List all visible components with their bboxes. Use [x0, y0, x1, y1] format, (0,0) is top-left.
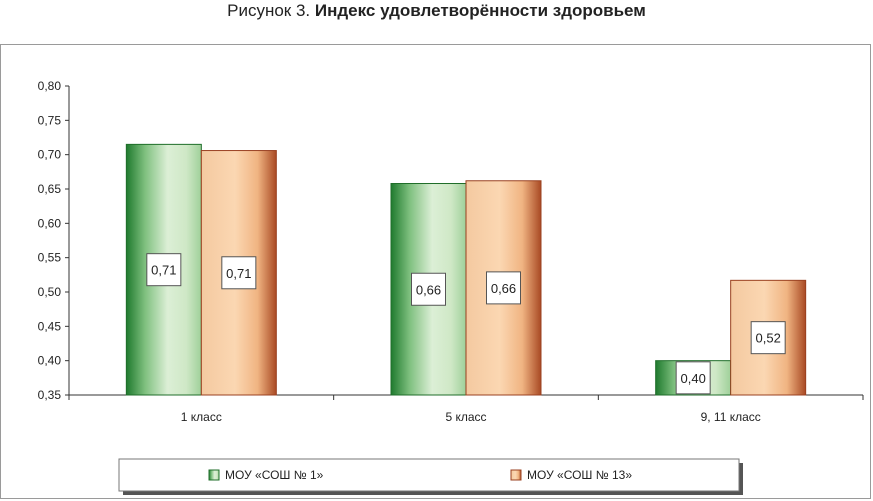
data-label-box [221, 256, 257, 290]
caption-prefix: Рисунок 3. [227, 1, 311, 20]
y-tick-label: 0,65 [38, 182, 62, 196]
legend-swatch [208, 469, 220, 481]
data-label: 0,66 [416, 282, 441, 297]
legend: МОУ «СОШ № 1» МОУ «СОШ № 13» [118, 458, 743, 495]
x-tick-label: 9, 11 класс [701, 410, 761, 424]
y-tick-label: 0,50 [38, 285, 62, 299]
y-tick-label: 0,60 [38, 216, 62, 230]
chart-frame: 0,35 0,40 0,45 0,50 0,55 0,60 0,65 0,70 0,75 0,80… [0, 44, 871, 499]
y-tick-label: 0,70 [38, 148, 62, 162]
data-label-box [750, 321, 786, 355]
legend-swatch [510, 469, 522, 481]
caption-title: Индекс удовлетворённости здоровьем [314, 1, 646, 20]
data-label: 0,52 [756, 331, 781, 346]
y-tick-label: 0,45 [38, 319, 62, 333]
x-tick-label: 5 класс [445, 410, 486, 424]
data-label-box [146, 253, 182, 287]
data-label: 0,71 [226, 266, 251, 281]
data-label: 0,66 [491, 281, 516, 296]
figure-caption: Рисунок 3. Индекс удовлетворённости здор… [0, 0, 873, 30]
data-label: 0,71 [151, 263, 176, 278]
legend-label: МОУ «СОШ № 13» [527, 468, 632, 482]
data-labels: 0,71 0,66 0,40 0,71 0,66 0,52 [146, 253, 786, 395]
bar-chart: 0,35 0,40 0,45 0,50 0,55 0,60 0,65 0,70 0,75 0,80… [38, 79, 864, 495]
y-tick-label: 0,75 [38, 113, 62, 127]
data-label-box [411, 272, 446, 306]
y-tick-label: 0,40 [38, 354, 62, 368]
y-tick-label: 0,35 [38, 388, 62, 402]
legend-label: МОУ «СОШ № 1» [225, 468, 324, 482]
data-label: 0,40 [681, 371, 706, 386]
x-tick-label: 1 класс [181, 410, 222, 424]
legend-box [118, 458, 740, 492]
data-label-box [486, 271, 521, 305]
data-label-box [675, 361, 711, 395]
y-tick-label: 0,55 [38, 251, 62, 265]
y-tick-label: 0,80 [38, 79, 62, 93]
